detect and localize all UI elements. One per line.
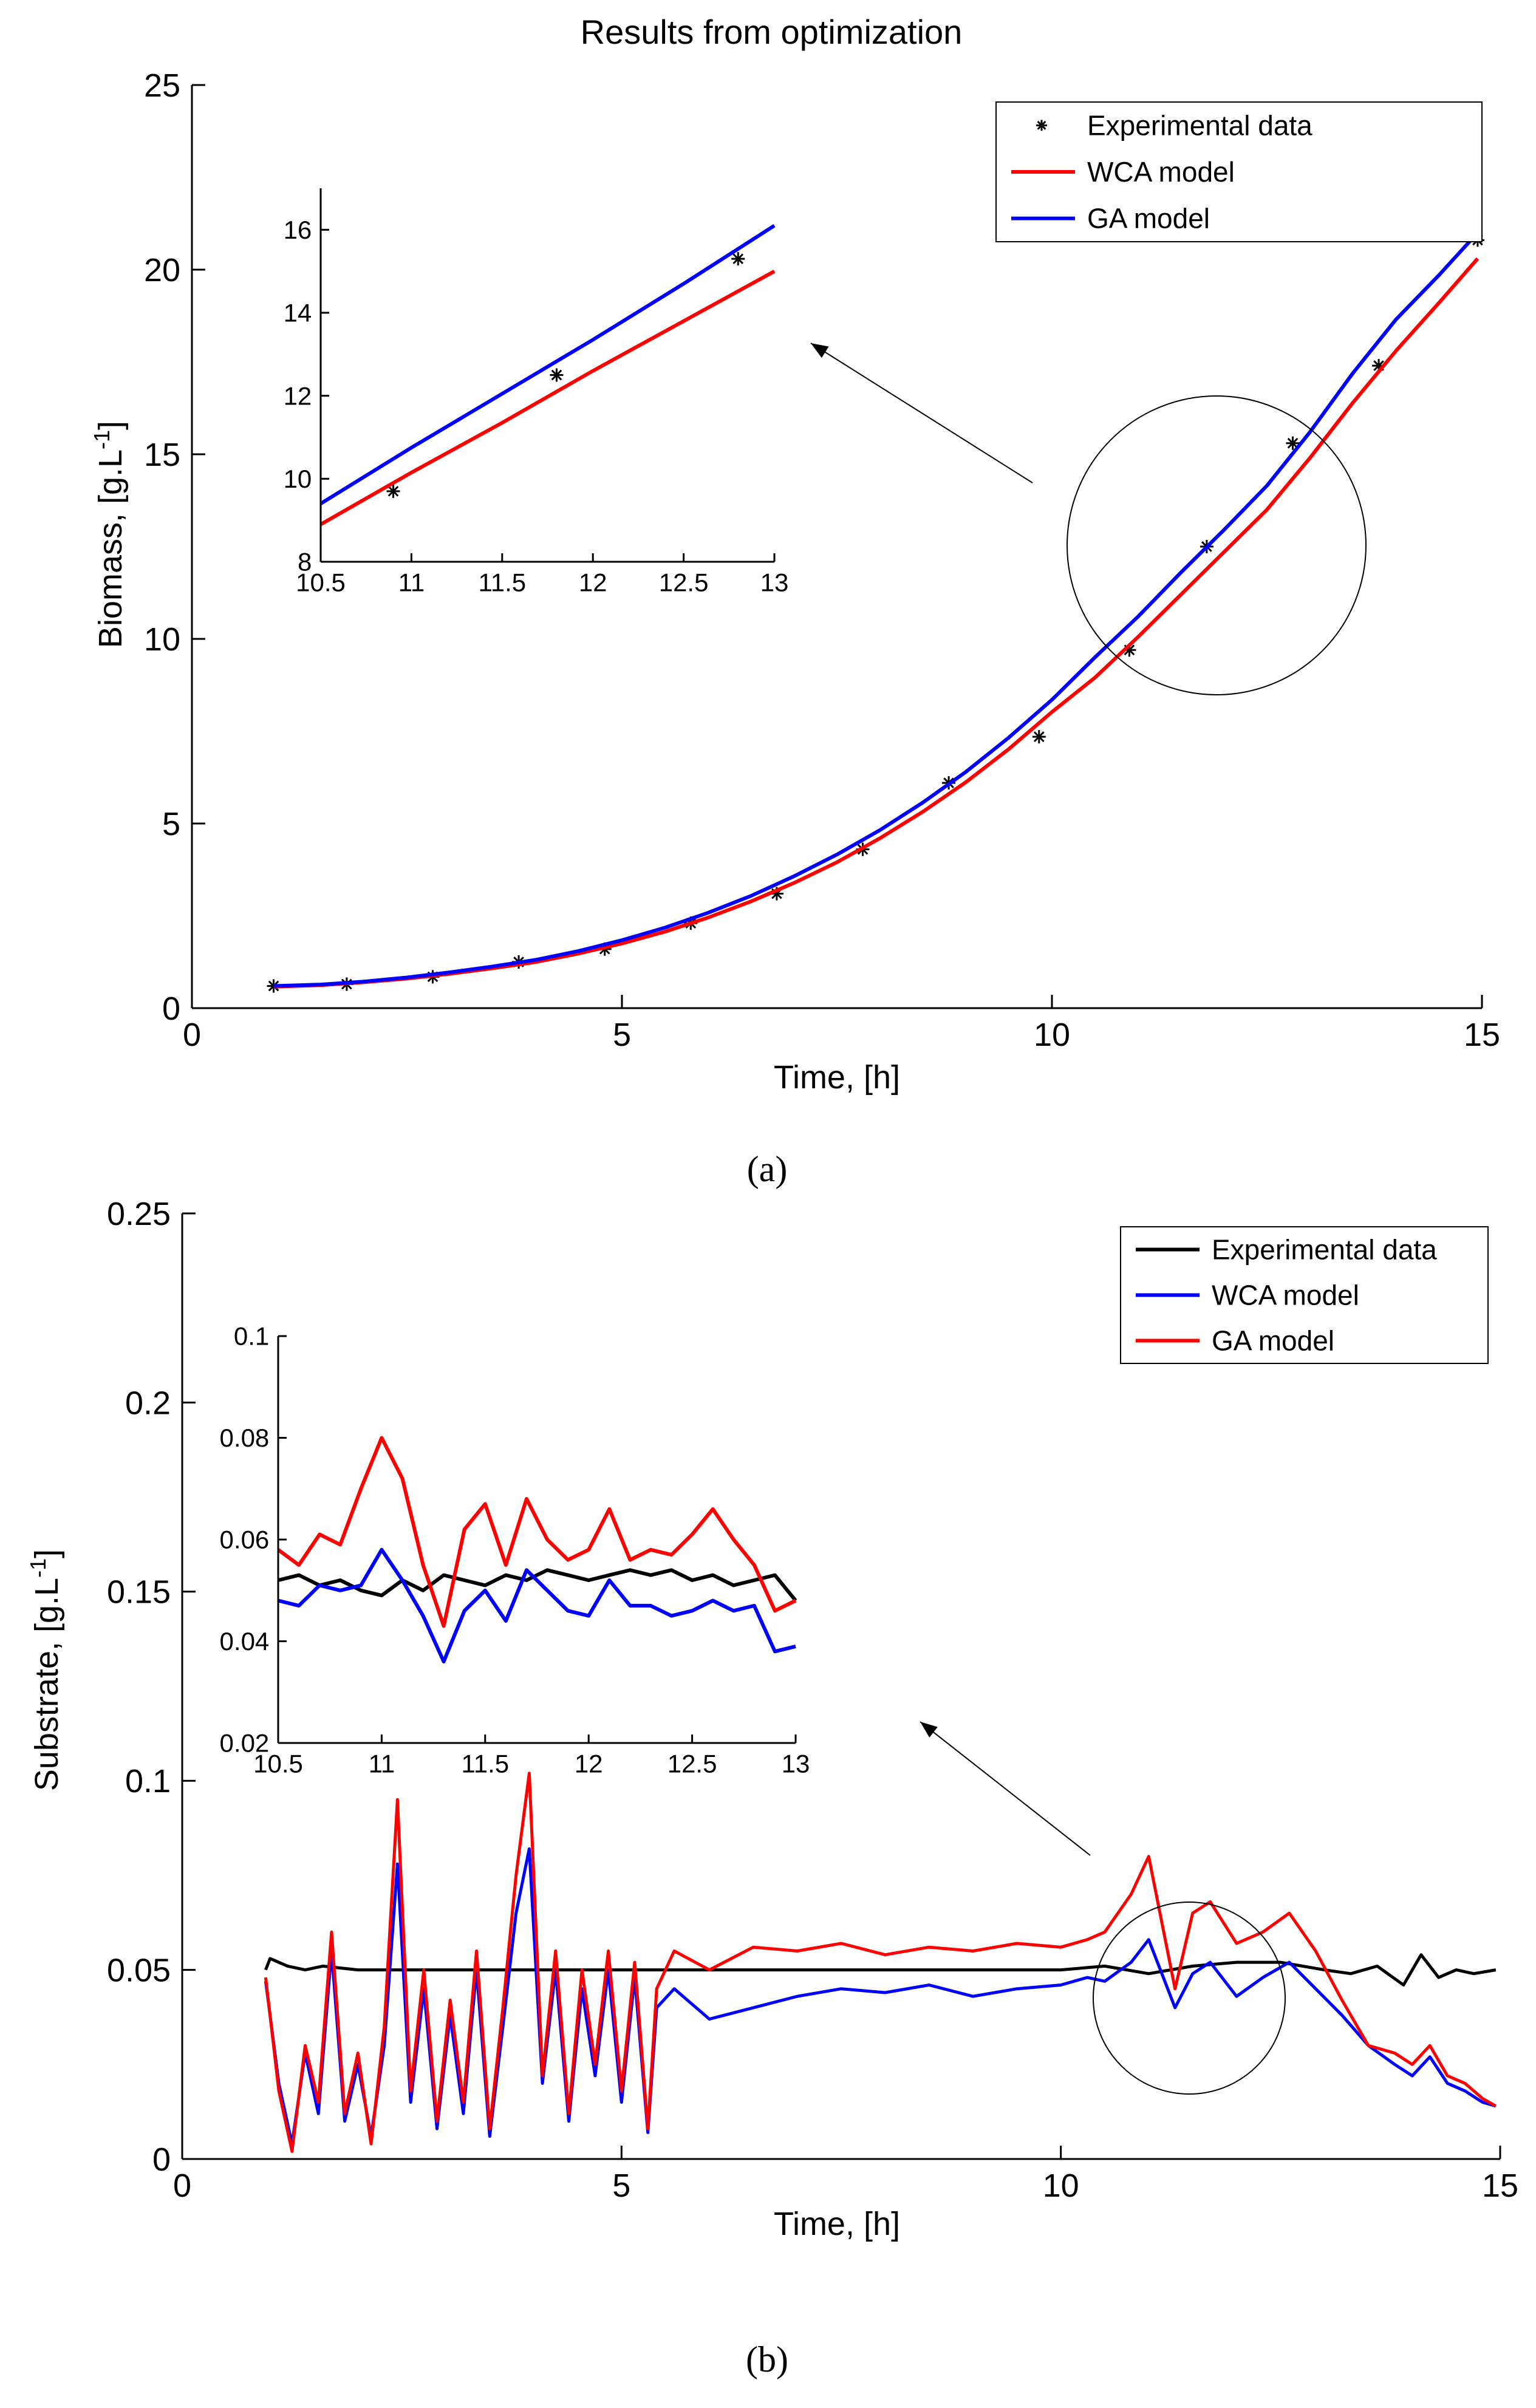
x-tick-label: 10 [1043,2168,1079,2204]
x-tick-label: 13 [760,568,789,596]
experimental-data-point [1036,120,1047,131]
legend-label: WCA model [1212,1280,1359,1311]
x-tick-label: 10.5 [296,568,346,596]
panel-a-biomass-chart: Results from optimization 0 5 10 15 0 5 10 15 20… [89,13,1501,1189]
panel-b-substrate-chart: 0 5 10 15 0 0.05 0.1 0.15 0.2 0.25 Experimental da… [26,1196,1519,2379]
wca-model-line [319,270,776,527]
x-tick-label: 10.5 [253,1749,303,1778]
y-axis-title: Biomass, [g.L-1] [89,421,129,648]
x-tick-label: 11 [369,1749,395,1778]
zoom-circle [1067,395,1367,695]
x-tick-label: 11.5 [478,568,526,596]
x-tick-label: 12 [575,1749,603,1778]
x-tick-label: 11.5 [461,1749,509,1778]
x-tick-label: 15 [1464,1017,1500,1053]
panel-label: (a) [747,1149,788,1189]
zoom-circle [1093,1902,1286,2095]
experimental-data-line [264,1953,1497,1987]
x-tick-label: 12.5 [667,1749,717,1778]
legend-label: Experimental data [1212,1234,1437,1266]
y-tick-label: 0.1 [125,1763,171,1799]
x-axis-title: Time, [h] [774,1059,900,1096]
y-tick-label: 0.1 [234,1322,269,1351]
y-tick-label: 0.2 [125,1385,171,1421]
y-tick-label: 0.04 [220,1627,270,1656]
x-tick-label: 0 [183,1017,201,1053]
legend-label: WCA model [1087,156,1235,188]
y-tick-label: 12 [284,381,312,410]
x-tick-label: 12 [579,568,607,596]
x-tick-label: 10 [1034,1017,1070,1053]
zoom-arrow-head [920,1722,938,1738]
ga-model-line [319,223,776,505]
zoom-arrow-line [920,1721,1091,1856]
ga-model-line [273,231,1480,988]
experimental-data-point [1286,436,1300,450]
x-axis-title: Time, [h] [774,2206,900,2242]
y-tick-label: 0 [162,991,180,1027]
x-tick-label: 12.5 [659,568,709,596]
y-tick-label: 5 [162,806,180,842]
y-tick-label: 25 [144,67,180,104]
ga-model-line [277,1436,797,1628]
x-tick-label: 11 [398,568,425,596]
y-tick-label: 0.08 [220,1424,270,1452]
axes-background [278,1336,796,1743]
experimental-data-point [731,252,745,266]
x-tick-label: 0 [173,2168,191,2204]
experimental-data-point [1122,643,1136,657]
x-tick-label: 5 [612,2168,630,2204]
experimental-data-point [1032,730,1046,744]
y-tick-label: 0.06 [220,1526,270,1554]
y-axis-title: Substrate, [g.L-1] [26,1549,66,1791]
y-tick-label: 0.25 [107,1196,171,1232]
y-tick-label: 8 [298,548,312,576]
x-tick-label: 13 [782,1749,810,1778]
experimental-data-point [770,887,783,901]
y-tick-label: 16 [284,216,312,244]
y-tick-label: 0.02 [220,1729,270,1758]
legend-label: Experimental data [1087,109,1312,141]
legend-box [995,101,1483,242]
wca-model-line [278,1547,796,1663]
axes-background [321,188,774,562]
y-tick-label: 0.15 [107,1574,171,1611]
x-tick-label: 5 [613,1017,631,1053]
y-tick-label: 10 [284,465,312,493]
y-tick-label: 20 [144,252,180,288]
experimental-data-point [550,368,564,382]
y-tick-label: 10 [144,621,180,658]
chart-title: Results from optimization [581,13,963,51]
y-tick-label: 15 [144,437,180,473]
experimental-data-line [278,1568,797,1602]
plot-area: 0 5 10 15 0 0.05 0.1 0.15 0.2 0.25 Experimental da… [107,1196,1518,2204]
plot-area: 0 5 10 15 0 5 10 15 20 25 Experimental data WCA mod… [144,67,1500,1053]
legend-label: GA model [1212,1325,1334,1357]
ga-model-line [264,1772,1497,2153]
y-tick-label: 0.05 [107,1953,171,1989]
legend-label: GA model [1087,203,1210,234]
panel-label: (b) [746,2339,788,2379]
experimental-data-point [1372,359,1386,373]
y-tick-label: 0 [152,2141,171,2178]
y-tick-label: 14 [284,299,312,327]
zoom-arrow-head [811,343,829,358]
experimental-data-point [386,484,400,498]
x-tick-label: 15 [1482,2168,1518,2204]
zoom-arrow-line [810,343,1033,483]
